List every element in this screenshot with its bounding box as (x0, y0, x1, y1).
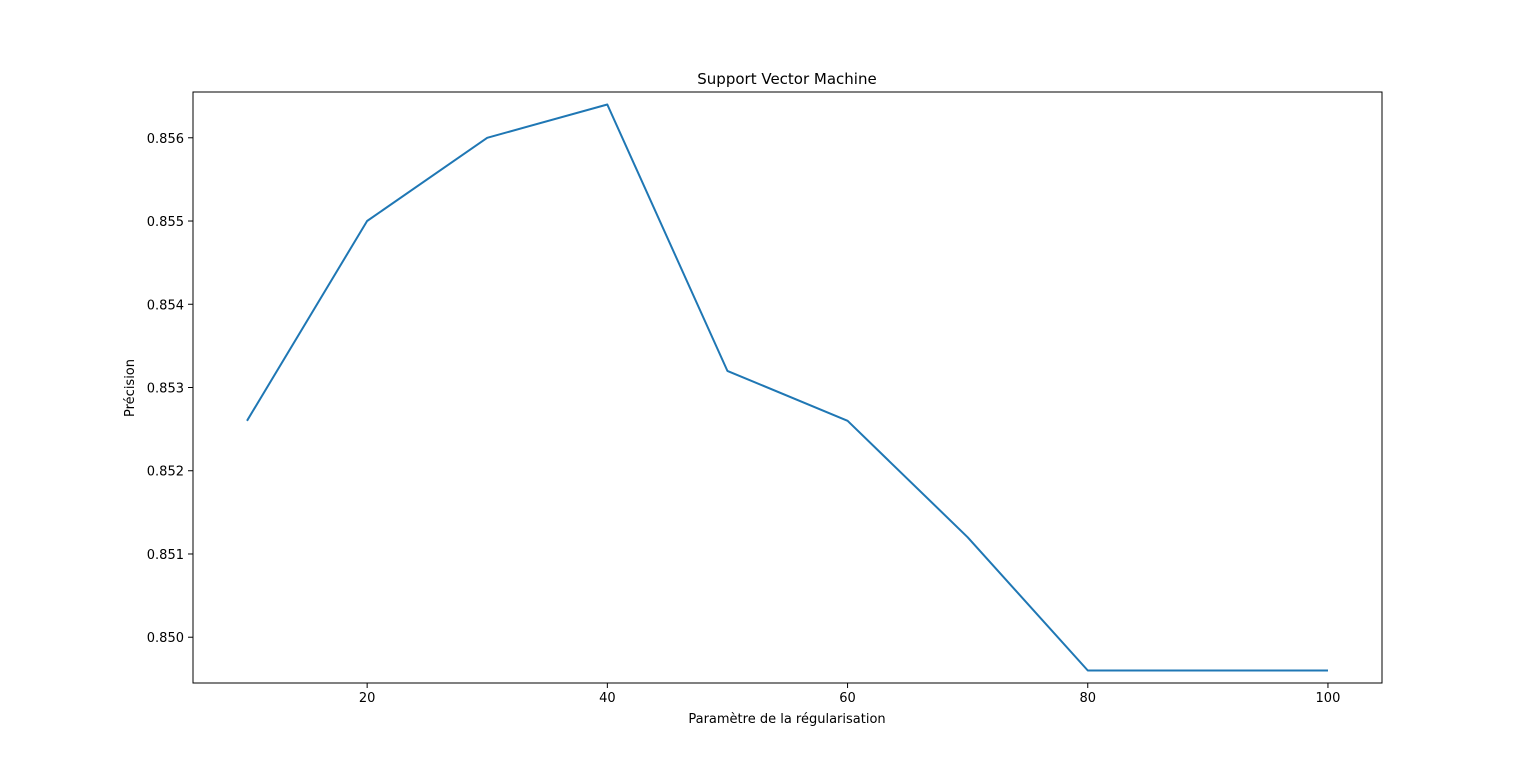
y-tick-label: 0.852 (147, 465, 184, 480)
x-axis-label: Paramètre de la régularisation (688, 712, 885, 727)
plot-frame (192, 91, 1383, 684)
x-tick-label: 100 (1316, 691, 1341, 706)
series-line (246, 103, 1328, 672)
x-tick-label: 80 (1079, 691, 1096, 706)
x-axis: 20 40 60 80 100 (359, 683, 1340, 706)
chart-title: Support Vector Machine (697, 70, 876, 88)
x-tick-label: 60 (839, 691, 856, 706)
y-tick-label: 0.851 (147, 548, 184, 563)
y-tick-label: 0.856 (147, 132, 184, 147)
y-tick-label: 0.853 (147, 382, 184, 397)
plot-area (193, 92, 1382, 683)
x-tick-label: 20 (359, 691, 376, 706)
y-axis: 0.850 0.851 0.852 0.853 0.854 0.855 0.856 (147, 132, 193, 646)
series-layer (246, 103, 1328, 672)
y-tick-label: 0.850 (147, 631, 184, 646)
y-axis-label: Précision (123, 359, 138, 417)
y-tick-label: 0.855 (147, 215, 184, 230)
y-tick-label: 0.854 (147, 298, 184, 313)
x-tick-label: 40 (599, 691, 616, 706)
